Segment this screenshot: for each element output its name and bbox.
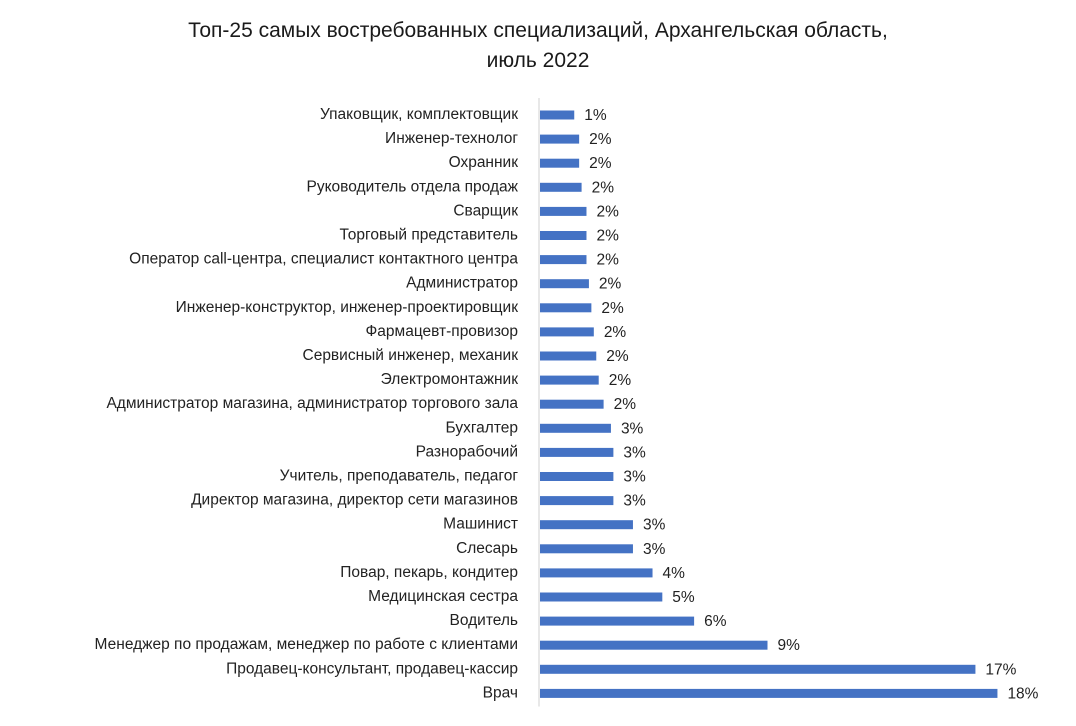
- category-label: Водитель: [450, 612, 518, 629]
- bar: [540, 616, 695, 626]
- category-label: Продавец-консультант, продавец-кассир: [226, 660, 518, 677]
- bar: [540, 134, 580, 144]
- category-label: Учитель, преподаватель, педагог: [280, 468, 519, 485]
- bar: [540, 640, 768, 650]
- data-label: 2%: [596, 203, 619, 220]
- category-label: Слесарь: [456, 540, 518, 557]
- category-label: Охранник: [449, 154, 519, 171]
- category-label: Директор магазина, директор сети магазин…: [191, 492, 518, 509]
- data-label: 2%: [599, 276, 622, 293]
- bar: [540, 231, 587, 240]
- bar: [540, 423, 611, 433]
- category-label: Оператор call-центра, специалист контакт…: [129, 251, 518, 268]
- category-label: Администратор: [406, 275, 518, 292]
- bar: [540, 327, 594, 337]
- category-label: Сервисный инженер, механик: [303, 347, 519, 364]
- bar: [540, 206, 587, 216]
- category-label: Повар, пекарь, кондитер: [340, 564, 518, 581]
- bar: [540, 351, 597, 361]
- bar: [540, 592, 663, 602]
- bar: [540, 279, 589, 289]
- category-label: Инженер-конструктор, инженер-проектировщ…: [176, 299, 519, 316]
- bar: [540, 544, 633, 554]
- bar: [540, 255, 587, 265]
- category-label: Упаковщик, комплектовщик: [320, 106, 518, 123]
- bar: [540, 568, 653, 578]
- data-label: 1%: [584, 107, 607, 124]
- data-label: 2%: [596, 252, 619, 269]
- bar: [540, 664, 976, 674]
- category-label: Руководитель отдела продаж: [307, 178, 519, 195]
- chart-title: Топ-25 самых востребованных специализаци…: [188, 19, 888, 42]
- data-label: 5%: [672, 589, 695, 606]
- category-label: Сварщик: [453, 202, 518, 219]
- category-label: Машинист: [443, 516, 518, 533]
- category-label: Электромонтажник: [381, 371, 519, 388]
- category-label: Менеджер по продажам, менеджер по работе…: [95, 636, 518, 653]
- chart-subtitle: июль 2022: [486, 49, 590, 72]
- data-label: 4%: [663, 565, 686, 582]
- bar: [540, 447, 614, 457]
- bar: [540, 182, 582, 192]
- data-label: 2%: [606, 348, 629, 365]
- chart-title-block: Топ-25 самых востребованных специализаци…: [0, 16, 1076, 76]
- data-label: 17%: [985, 661, 1016, 678]
- data-label: 2%: [592, 179, 615, 196]
- category-label: Разнорабочий: [416, 443, 518, 460]
- data-label: 6%: [704, 613, 727, 630]
- data-label: 3%: [621, 420, 644, 437]
- category-label: Торговый представитель: [340, 227, 518, 244]
- data-label: 3%: [623, 469, 646, 486]
- data-label: 2%: [589, 131, 612, 148]
- data-label: 3%: [623, 493, 646, 510]
- data-label: 2%: [601, 300, 624, 317]
- category-label: Бухгалтер: [446, 419, 518, 436]
- data-label: 3%: [623, 444, 646, 461]
- data-label: 18%: [1007, 685, 1038, 702]
- data-label: 3%: [643, 541, 666, 558]
- bar: [540, 496, 614, 506]
- data-label: 9%: [778, 637, 801, 654]
- data-label: 2%: [604, 324, 627, 341]
- data-label: 2%: [614, 396, 637, 413]
- category-label: Администратор магазина, администратор то…: [106, 395, 518, 412]
- bar: [540, 472, 614, 481]
- bar: [540, 158, 580, 168]
- data-label: 2%: [589, 155, 612, 172]
- bar: [540, 399, 604, 409]
- bar: [540, 303, 592, 313]
- category-label: Медицинская сестра: [368, 588, 518, 605]
- data-label: 3%: [643, 517, 666, 534]
- category-label: Инженер-технолог: [385, 130, 518, 147]
- data-label: 2%: [596, 228, 619, 245]
- bar: [540, 520, 633, 530]
- category-label: Фармацевт-провизор: [366, 323, 518, 340]
- bar: [540, 375, 599, 385]
- bar: [540, 110, 575, 120]
- data-label: 2%: [609, 372, 632, 389]
- bar: [540, 688, 998, 698]
- category-label: Врач: [483, 684, 518, 701]
